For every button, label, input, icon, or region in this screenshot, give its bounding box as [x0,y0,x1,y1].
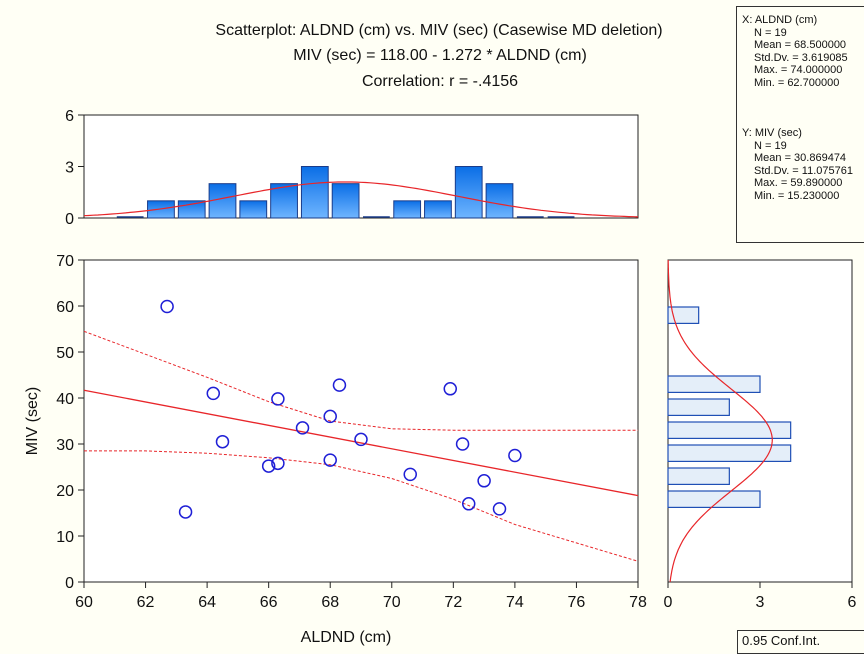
x-histogram-bar [331,183,360,219]
y-stats: Y: MIV (sec) N = 19 Mean = 30.869474 Std… [742,127,853,202]
x-stats: X: ALDND (cm) N = 19 Mean = 68.500000 St… [742,14,848,89]
x-tick-label: 72 [444,594,462,611]
data-point [477,474,491,488]
data-point [443,382,458,396]
data-point [323,409,337,424]
x-histogram-bar [424,200,452,219]
y-stats-max: Max. = 59.890000 [754,177,843,189]
x-stats-n: N = 19 [754,26,787,39]
data-point [295,421,310,435]
data-point [332,378,347,392]
y-tick-label: 20 [56,483,74,500]
x-tick-label: 78 [629,594,647,611]
y-tick-label: 0 [65,575,74,592]
data-point [178,505,193,519]
x-hist-y-tick-label: 6 [65,108,74,125]
data-point [160,299,174,314]
x-stats-std: Std.Dv. = 3.619085 [754,51,848,64]
x-tick-label: 68 [321,594,339,611]
x-tick-label: 64 [198,594,216,611]
y-tick-label: 40 [56,391,74,408]
x-histogram-normal-curve [83,181,639,218]
data-point [492,502,507,516]
x-histogram-bar [454,166,483,219]
y-histogram-bar [667,398,730,416]
y-histogram: 0 3 6 [664,259,857,611]
y-stats-n: N = 19 [754,139,787,152]
y-histogram-bar [667,444,792,462]
x-histogram-bar [300,166,329,219]
x-stats-max: Max. = 74.000000 [754,64,843,76]
x-hist-y-tick-label: 3 [65,160,74,177]
x-histogram-bar [485,183,514,219]
y-histogram-bar [667,421,792,439]
y-hist-x-tick-label: 3 [756,594,765,611]
y-stats-mean: Mean = 30.869474 [754,152,847,164]
data-point [271,456,285,471]
x-tick-label: 70 [383,594,401,611]
data-point [461,497,476,511]
main-scatterplot: 60 62 64 66 68 70 72 74 76 78 0 10 20 30 40 50 60 70 ALDND… [24,253,647,646]
y-tick-label: 10 [56,529,74,546]
x-stats-header: X: ALDND (cm) [742,14,818,26]
correlation-text: Correlation: r = -.4156 [361,73,519,90]
y-hist-x-tick-label: 6 [848,594,857,611]
y-tick-label: 50 [56,345,74,362]
data-point [354,432,368,447]
y-histogram-normal-curve [667,260,773,583]
x-axis-label: ALDND (cm) [301,629,392,646]
x-histogram-bar [270,183,298,219]
data-point [261,459,276,473]
x-tick-label: 76 [568,594,586,611]
x-histogram-bar [393,200,422,219]
x-tick-label: 60 [75,594,93,611]
y-tick-label: 70 [56,253,74,270]
x-histogram-bar [239,200,268,219]
descriptive-stats-box: X: ALDND (cm) N = 19 Mean = 68.500000 St… [736,6,864,243]
data-point [323,453,337,467]
chart-title: Scatterplot: ALDND (cm) vs. MIV (sec) (C… [215,22,663,39]
data-point [215,434,230,449]
y-tick-label: 30 [56,437,74,454]
x-histogram: 0 3 6 [65,108,639,228]
x-tick-label: 66 [260,594,278,611]
main-plot-frame [83,259,639,583]
y-stats-std: Std.Dv. = 11.075761 [754,164,853,177]
data-point [455,437,470,451]
x-tick-label: 62 [137,594,155,611]
y-histogram-bar [667,375,761,393]
data-point [206,386,221,401]
regression-equation: MIV (sec) = 118.00 - 1.272 * ALDND (cm) [293,47,587,64]
x-histogram-bar [208,183,237,219]
y-hist-x-tick-label: 0 [664,594,673,611]
regression-line [83,389,639,497]
y-stats-header: Y: MIV (sec) [742,127,802,139]
data-point [508,448,522,463]
x-stats-mean: Mean = 68.500000 [754,39,847,51]
y-histogram-bar [667,306,700,324]
data-point [403,467,417,482]
y-histogram-bar [667,467,730,485]
x-stats-min: Min. = 62.700000 [754,76,840,89]
y-histogram-bar [667,490,761,508]
x-tick-label: 74 [506,594,524,611]
y-stats-min: Min. = 15.230000 [754,189,840,202]
y-tick-label: 60 [56,299,74,316]
data-point [271,392,285,406]
x-hist-y-tick-label: 0 [65,211,74,228]
x-histogram-bar [177,200,206,219]
confidence-band-lower [84,450,639,562]
y-axis-label: MIV (sec) [24,387,41,455]
